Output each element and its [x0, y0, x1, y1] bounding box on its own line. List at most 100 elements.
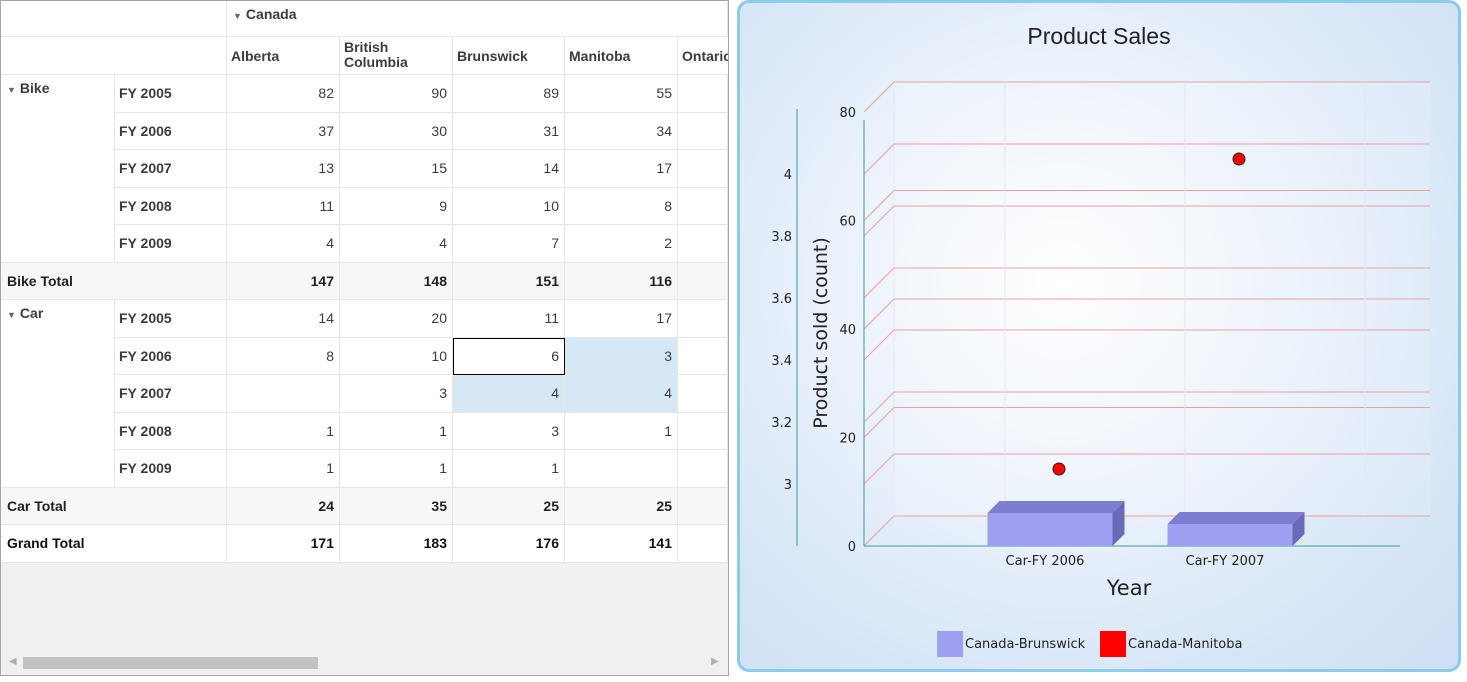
row-total-cell[interactable]: 151	[453, 262, 565, 300]
row-year-header: FY 2009	[115, 450, 227, 488]
grand-total-cell[interactable]: 171	[227, 525, 340, 563]
data-cell-overflow[interactable]	[678, 75, 728, 113]
collapse-icon[interactable]: ▼	[7, 310, 16, 320]
row-total-cell[interactable]: 147	[227, 262, 340, 300]
data-cell[interactable]: 1	[340, 450, 453, 488]
data-cell[interactable]: 10	[340, 337, 453, 375]
data-cell[interactable]	[565, 450, 678, 488]
row-group-header[interactable]: ▼ Bike	[1, 75, 115, 263]
data-cell[interactable]: 1	[565, 412, 678, 450]
row-group-header[interactable]: ▼ Car	[1, 300, 115, 488]
grand-total-label: Grand Total	[1, 525, 227, 563]
data-cell[interactable]: 4	[565, 375, 678, 413]
gridline-depth	[863, 81, 895, 113]
data-cell[interactable]: 14	[227, 300, 340, 338]
data-cell[interactable]: 20	[340, 300, 453, 338]
row-total-cell[interactable]: 25	[453, 487, 565, 525]
row-total-cell[interactable]: 24	[227, 487, 340, 525]
y-axis-label: Product sold (count)	[810, 237, 832, 429]
data-cell[interactable]: 14	[453, 150, 565, 188]
data-cell[interactable]: 13	[227, 150, 340, 188]
collapse-icon[interactable]: ▼	[233, 11, 242, 21]
data-cell[interactable]: 89	[453, 75, 565, 113]
primary-y-tick-label: 80	[839, 106, 856, 121]
bar-top	[987, 501, 1125, 513]
gridline-depth	[863, 190, 895, 221]
data-cell[interactable]: 7	[453, 225, 565, 263]
scroll-right-icon[interactable]: ▶	[711, 656, 719, 667]
column-header[interactable]: Ontario	[678, 37, 728, 75]
pivot-grid[interactable]: ▼ Canada Alberta British Columbia Brunswick M…	[0, 0, 729, 676]
grand-total-cell[interactable]: 183	[340, 525, 453, 563]
data-cell[interactable]: 90	[340, 75, 453, 113]
scroll-left-icon[interactable]: ◀	[9, 656, 17, 667]
horizontal-scrollbar[interactable]: ◀ ▶	[1, 651, 728, 675]
data-cell[interactable]: 4	[340, 225, 453, 263]
collapse-icon[interactable]: ▼	[7, 85, 16, 95]
data-cell[interactable]: 4	[227, 225, 340, 263]
bar	[987, 513, 1113, 546]
column-group-header-label: Canada	[245, 6, 297, 22]
scrollbar-thumb[interactable]	[23, 657, 318, 669]
row-total-cell[interactable]: 25	[565, 487, 678, 525]
bar-side	[1112, 501, 1125, 546]
data-cell-overflow[interactable]	[678, 412, 728, 450]
data-cell[interactable]: 82	[227, 75, 340, 113]
data-cell-overflow[interactable]	[678, 300, 728, 338]
data-cell[interactable]: 3	[340, 375, 453, 413]
data-cell-overflow[interactable]	[678, 450, 728, 488]
data-cell[interactable]: 2	[565, 225, 678, 263]
data-cell[interactable]: 8	[565, 187, 678, 225]
data-cell[interactable]: 11	[227, 187, 340, 225]
data-cell-overflow[interactable]	[678, 187, 728, 225]
data-cell-overflow[interactable]	[678, 375, 728, 413]
x-axis-label: Year	[1106, 576, 1152, 600]
data-cell[interactable]: 1	[340, 412, 453, 450]
data-cell[interactable]: 1	[453, 450, 565, 488]
row-total-cell[interactable]: 116	[565, 262, 678, 300]
data-cell[interactable]: 17	[565, 300, 678, 338]
gridline-depth	[863, 329, 895, 361]
data-cell[interactable]: 30	[340, 112, 453, 150]
grand-total-cell[interactable]: 141	[565, 525, 678, 563]
chart-title: Product Sales	[1027, 23, 1171, 49]
primary-y-tick-label: 0	[848, 540, 856, 555]
primary-y-tick-label: 60	[839, 215, 856, 230]
data-cell[interactable]: 4	[453, 375, 565, 413]
data-cell[interactable]: 1	[227, 412, 340, 450]
data-cell-overflow[interactable]	[678, 112, 728, 150]
data-cell-overflow[interactable]	[678, 150, 728, 188]
grand-total-overflow	[678, 525, 728, 563]
data-cell[interactable]: 9	[340, 187, 453, 225]
data-cell[interactable]: 11	[453, 300, 565, 338]
x-tick-label: Car-FY 2007	[1186, 554, 1265, 569]
data-cell[interactable]: 3	[565, 337, 678, 375]
data-cell[interactable]: 37	[227, 112, 340, 150]
bar	[1167, 524, 1293, 546]
grand-total-cell[interactable]: 176	[453, 525, 565, 563]
pivot-grid-body: ▼ Canada Alberta British Columbia Brunswick M…	[1, 1, 728, 650]
data-cell[interactable]: 55	[565, 75, 678, 113]
column-header[interactable]: British Columbia	[340, 37, 453, 75]
data-cell[interactable]: 6	[453, 337, 565, 375]
data-cell-overflow[interactable]	[678, 225, 728, 263]
data-cell[interactable]: 15	[340, 150, 453, 188]
row-total-cell[interactable]: 35	[340, 487, 453, 525]
data-cell[interactable]: 17	[565, 150, 678, 188]
data-cell-overflow[interactable]	[678, 337, 728, 375]
row-total-cell[interactable]: 148	[340, 262, 453, 300]
data-cell[interactable]: 1	[227, 450, 340, 488]
legend-label-brunswick: Canada-Brunswick	[965, 636, 1086, 652]
column-header[interactable]: Manitoba	[565, 37, 678, 75]
data-cell[interactable]: 34	[565, 112, 678, 150]
data-cell[interactable]: 8	[227, 337, 340, 375]
data-cell[interactable]: 31	[453, 112, 565, 150]
data-cell[interactable]	[227, 375, 340, 413]
legend-label-manitoba: Canada-Manitoba	[1128, 636, 1243, 652]
column-header[interactable]: Alberta	[227, 37, 340, 75]
data-cell[interactable]: 10	[453, 187, 565, 225]
column-group-header[interactable]: ▼ Canada	[227, 1, 728, 37]
data-cell[interactable]: 3	[453, 412, 565, 450]
row-year-header: FY 2006	[115, 112, 227, 150]
column-header[interactable]: Brunswick	[453, 37, 565, 75]
